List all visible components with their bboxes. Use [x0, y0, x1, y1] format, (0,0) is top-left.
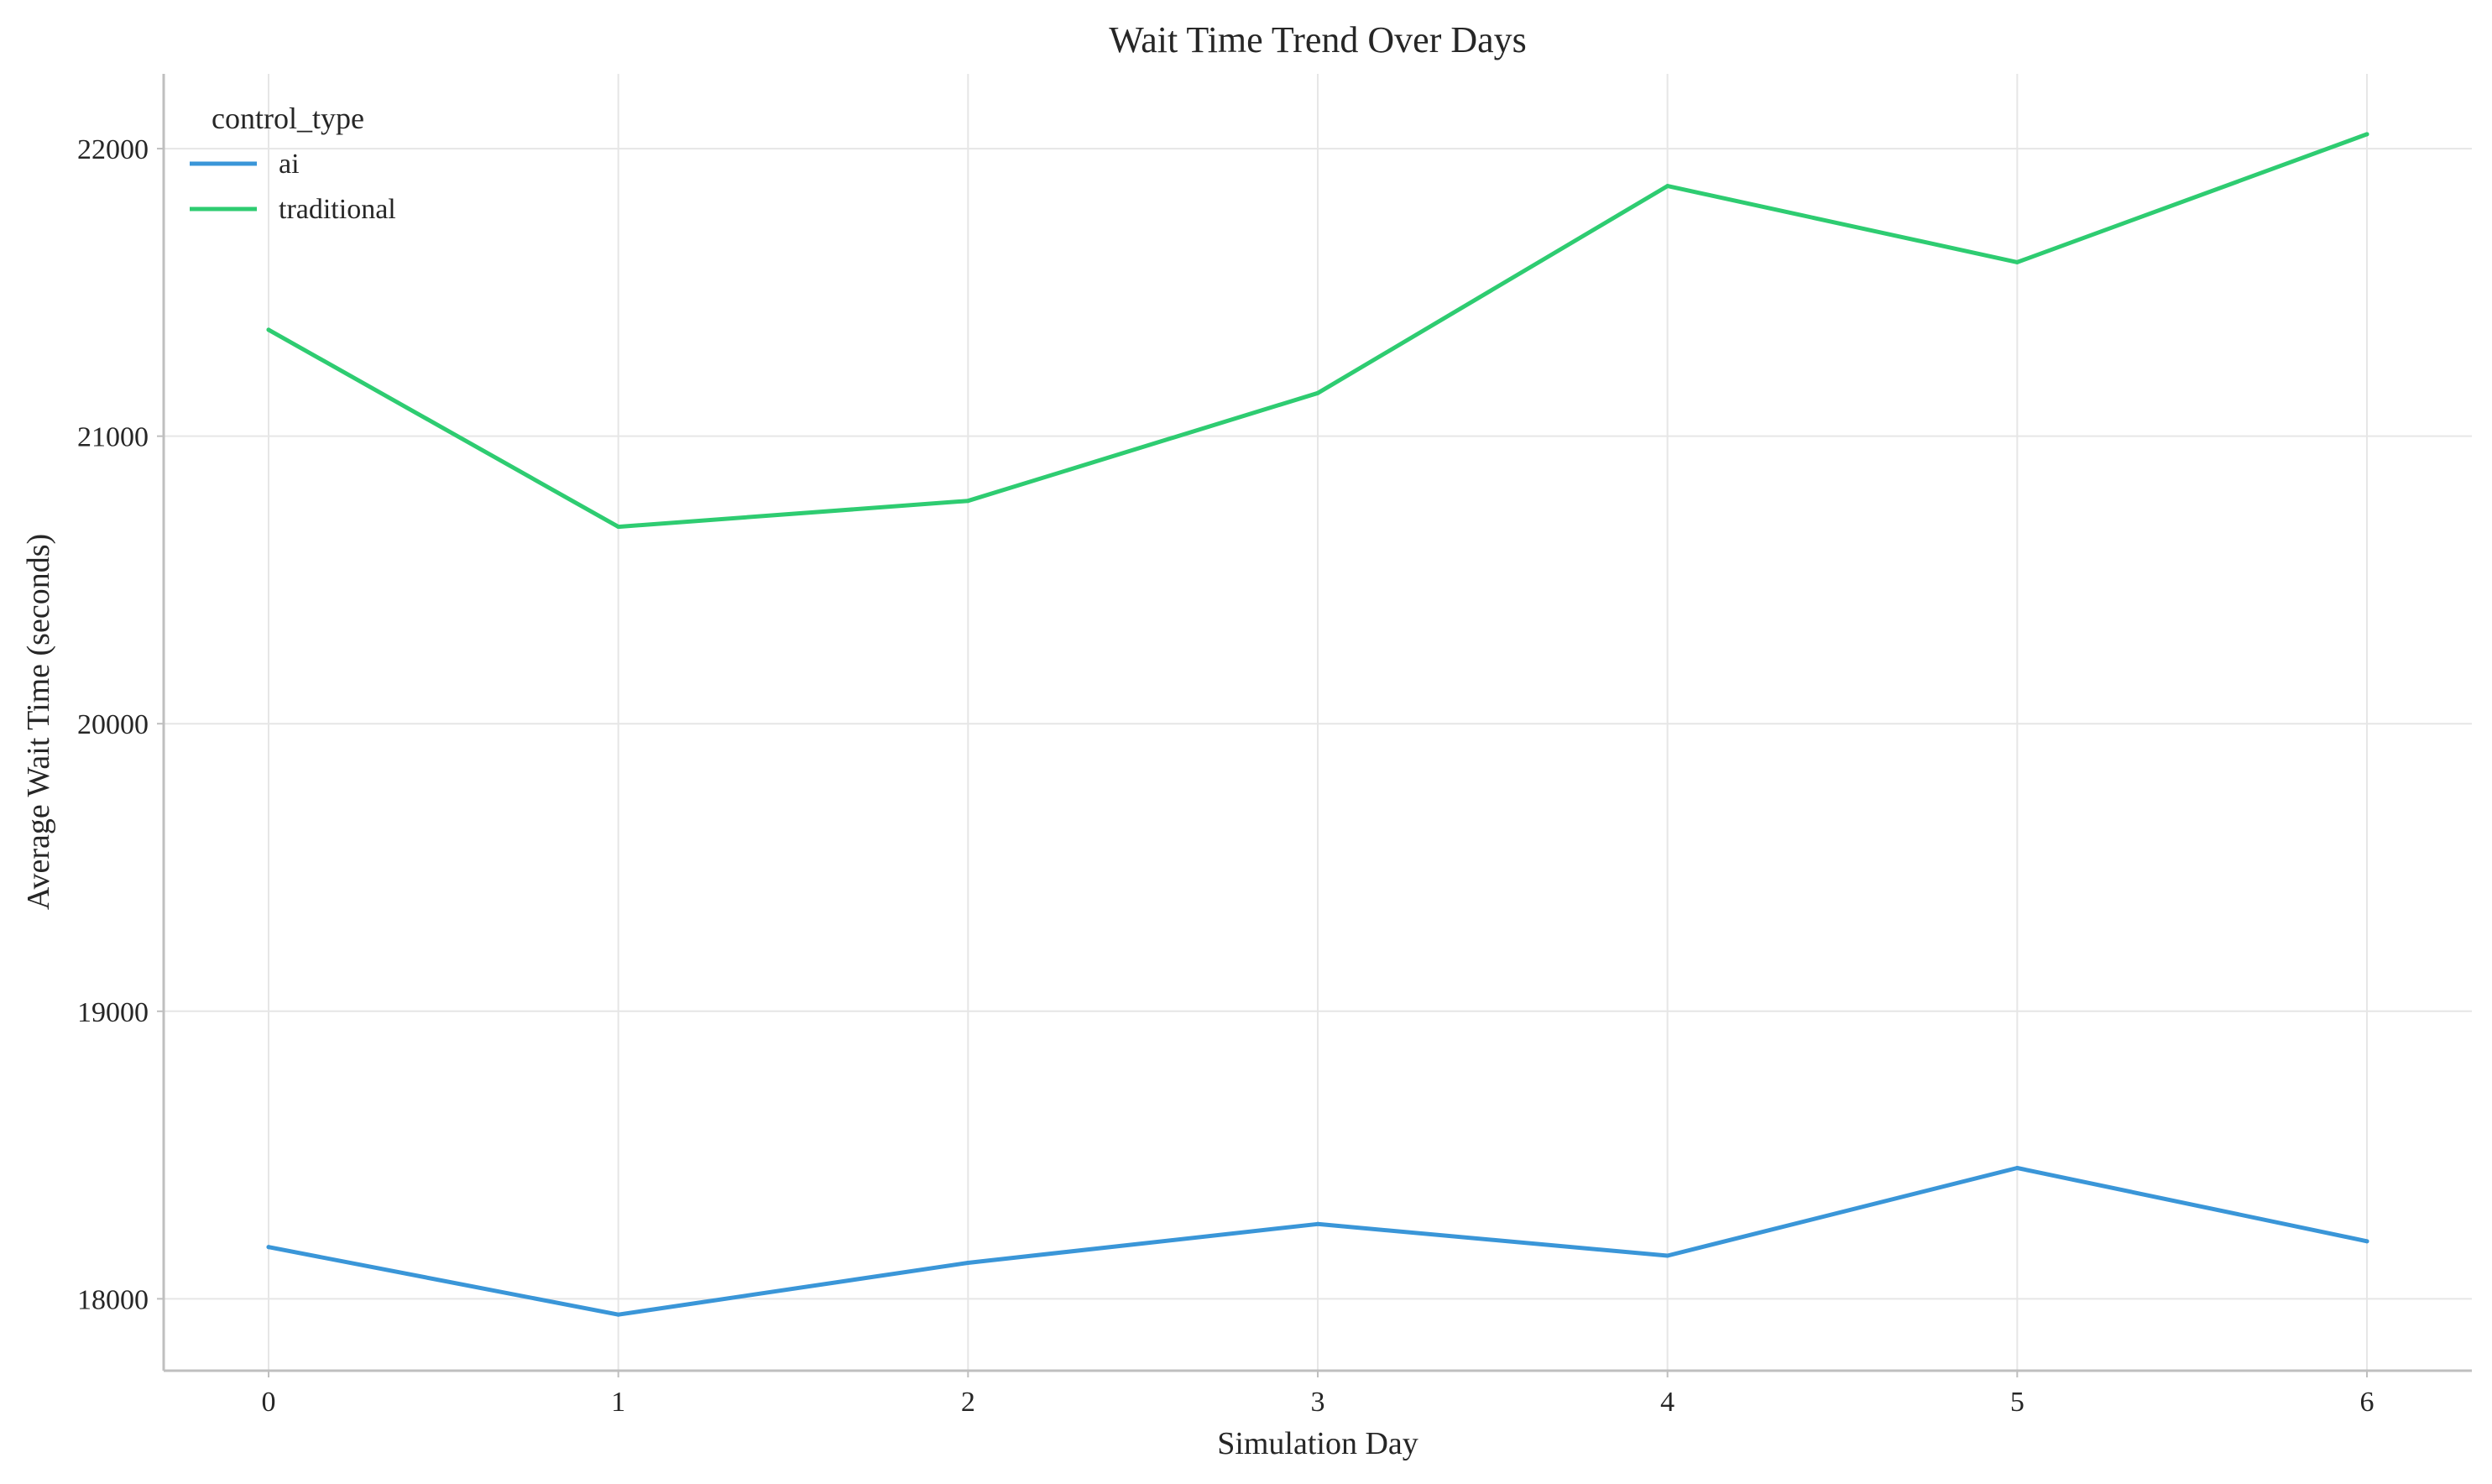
data-point-traditional	[1315, 390, 1320, 395]
legend: control_type ai traditional	[190, 102, 396, 225]
data-point-ai	[1665, 1253, 1670, 1258]
x-tick-label: 3	[1311, 1387, 1325, 1418]
legend-label-traditional: traditional	[279, 194, 396, 225]
data-point-traditional	[965, 499, 970, 504]
y-tick-label: 22000	[77, 134, 149, 165]
data-point-ai	[2014, 1165, 2019, 1170]
data-point-ai	[616, 1312, 621, 1317]
data-point-traditional	[2364, 132, 2369, 137]
x-tick-label: 2	[961, 1387, 975, 1418]
data-point-traditional	[1665, 184, 1670, 189]
x-tick-label: 1	[611, 1387, 625, 1418]
x-tick-label: 0	[262, 1387, 276, 1418]
x-tick-label: 6	[2360, 1387, 2374, 1418]
grid-layer	[164, 74, 2472, 1371]
data-point-ai	[266, 1245, 271, 1250]
data-point-ai	[1315, 1221, 1320, 1226]
y-ticks: 18000 19000 20000 21000 22000	[77, 134, 164, 1315]
y-tick-label: 21000	[77, 422, 149, 453]
legend-label-ai: ai	[279, 149, 300, 180]
y-axis-label: Average Wait Time (seconds)	[21, 534, 56, 910]
legend-title: control_type	[212, 102, 364, 135]
x-axis-label: Simulation Day	[1217, 1426, 1418, 1461]
x-tick-label: 5	[2010, 1387, 2024, 1418]
x-ticks: 0 1 2 3 4 5 6	[262, 1371, 2374, 1418]
y-tick-label: 18000	[77, 1284, 149, 1315]
data-point-ai	[965, 1261, 970, 1266]
series-layer	[266, 132, 2369, 1317]
x-tick-label: 4	[1660, 1387, 1674, 1418]
chart-title: Wait Time Trend Over Days	[1109, 19, 1527, 60]
y-tick-label: 20000	[77, 709, 149, 740]
data-point-traditional	[2014, 259, 2019, 264]
y-tick-label: 19000	[77, 997, 149, 1028]
legend-items: ai traditional	[190, 149, 396, 225]
data-point-traditional	[616, 525, 621, 530]
data-point-ai	[2364, 1239, 2369, 1244]
data-point-traditional	[266, 327, 271, 332]
